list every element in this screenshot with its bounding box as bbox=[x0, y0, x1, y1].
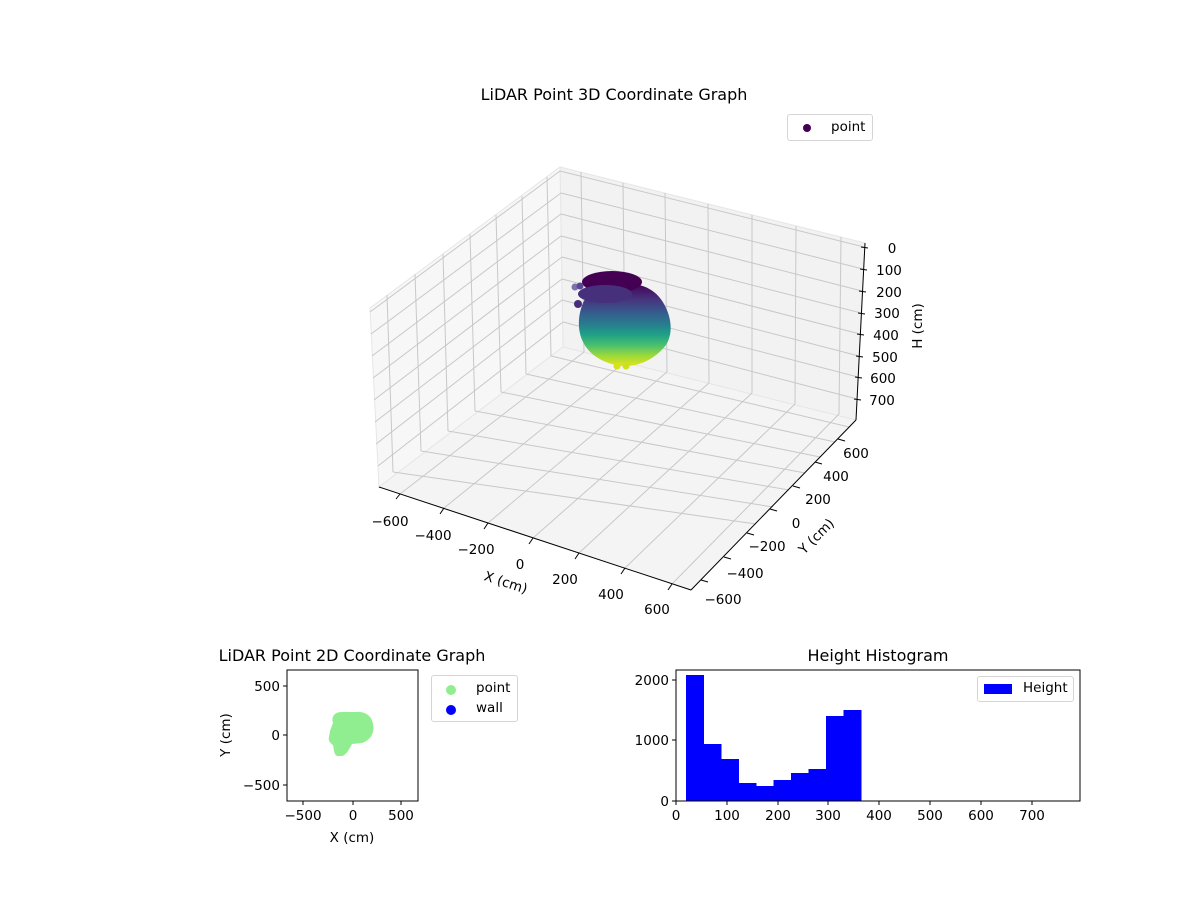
svg-text:600: 600 bbox=[870, 371, 896, 387]
svg-text:2000: 2000 bbox=[635, 673, 669, 689]
svg-text:400: 400 bbox=[866, 808, 892, 824]
svg-text:200: 200 bbox=[805, 492, 831, 508]
legend-marker-point bbox=[803, 124, 811, 132]
svg-text:300: 300 bbox=[874, 306, 900, 322]
svg-text:400: 400 bbox=[598, 587, 624, 603]
y-axis-label-2d: Y (cm) bbox=[218, 713, 234, 758]
x-tick-labels: −600 −400 −200 0 200 400 600 bbox=[371, 514, 669, 618]
svg-text:200: 200 bbox=[552, 572, 578, 588]
svg-text:1000: 1000 bbox=[635, 733, 669, 749]
svg-text:−200: −200 bbox=[457, 542, 494, 558]
legend-label-wall: wall bbox=[476, 700, 503, 716]
svg-text:700: 700 bbox=[1019, 808, 1045, 824]
legend-marker-point-2d bbox=[446, 685, 456, 695]
svg-text:0: 0 bbox=[660, 794, 669, 810]
legend-label-point-2d: point bbox=[476, 680, 511, 696]
legend-3d: point bbox=[787, 114, 873, 141]
svg-text:500: 500 bbox=[254, 679, 280, 695]
legend-hist: Height bbox=[977, 676, 1074, 702]
svg-text:−400: −400 bbox=[726, 566, 763, 582]
h-axis-line bbox=[855, 242, 866, 421]
legend-label-height: Height bbox=[1023, 680, 1068, 696]
chart3d-title: LiDAR Point 3D Coordinate Graph bbox=[480, 85, 748, 104]
y-axis-label: Y (cm) bbox=[795, 516, 838, 559]
svg-text:500: 500 bbox=[917, 808, 943, 824]
histogram-canvas: 0 100 200 300 400 500 600 700 0 1000 200… bbox=[635, 669, 1081, 824]
svg-text:−500: −500 bbox=[243, 778, 280, 794]
svg-text:600: 600 bbox=[644, 602, 670, 618]
svg-text:100: 100 bbox=[876, 263, 902, 279]
y-tick-labels: −600 −400 −200 0 200 400 600 bbox=[704, 446, 868, 608]
hist-tick-labels: 0 100 200 300 400 500 600 700 0 1000 200… bbox=[635, 673, 1045, 824]
h-axis-label: H (cm) bbox=[910, 303, 926, 349]
svg-text:−500: −500 bbox=[284, 808, 321, 824]
svg-text:0: 0 bbox=[672, 808, 681, 824]
chart2d-title: LiDAR Point 2D Coordinate Graph bbox=[218, 646, 486, 665]
chart2d-canvas: −500 0 500 500 0 −500 X (cm) Y (cm) bbox=[218, 669, 419, 846]
legend-label-point: point bbox=[831, 119, 866, 135]
svg-text:600: 600 bbox=[968, 808, 994, 824]
svg-text:700: 700 bbox=[869, 393, 895, 409]
chart3d-canvas: −600 −400 −200 0 200 400 600 X (cm) −600… bbox=[369, 166, 926, 618]
legend-marker-height bbox=[984, 684, 1012, 694]
svg-text:600: 600 bbox=[843, 446, 869, 462]
svg-text:500: 500 bbox=[388, 808, 414, 824]
svg-text:0: 0 bbox=[792, 516, 801, 532]
point-cloud-3d bbox=[571, 271, 671, 370]
svg-text:0: 0 bbox=[888, 241, 897, 257]
svg-text:400: 400 bbox=[873, 328, 899, 344]
svg-text:400: 400 bbox=[823, 469, 849, 485]
svg-text:−400: −400 bbox=[414, 528, 451, 544]
legend-2d: point wall bbox=[431, 675, 518, 722]
svg-text:−200: −200 bbox=[748, 539, 785, 555]
svg-text:200: 200 bbox=[876, 285, 902, 301]
histogram-bars bbox=[686, 675, 862, 801]
svg-text:−600: −600 bbox=[371, 514, 408, 530]
axis-lines bbox=[378, 242, 869, 591]
svg-text:100: 100 bbox=[714, 808, 740, 824]
svg-text:0: 0 bbox=[516, 557, 525, 573]
hist-title: Height Histogram bbox=[807, 646, 949, 665]
svg-text:300: 300 bbox=[815, 808, 841, 824]
points-2d bbox=[328, 711, 374, 756]
svg-text:500: 500 bbox=[872, 350, 898, 366]
x-axis-label-2d: X (cm) bbox=[330, 830, 375, 846]
legend-marker-wall bbox=[446, 705, 456, 715]
svg-text:200: 200 bbox=[765, 808, 791, 824]
svg-text:0: 0 bbox=[271, 728, 280, 744]
y-axis-line bbox=[690, 419, 857, 591]
h-tick-labels: 0 100 200 300 400 500 600 700 bbox=[869, 241, 902, 409]
x-axis-line bbox=[378, 486, 692, 591]
svg-text:0: 0 bbox=[349, 808, 358, 824]
svg-text:−600: −600 bbox=[704, 592, 741, 608]
